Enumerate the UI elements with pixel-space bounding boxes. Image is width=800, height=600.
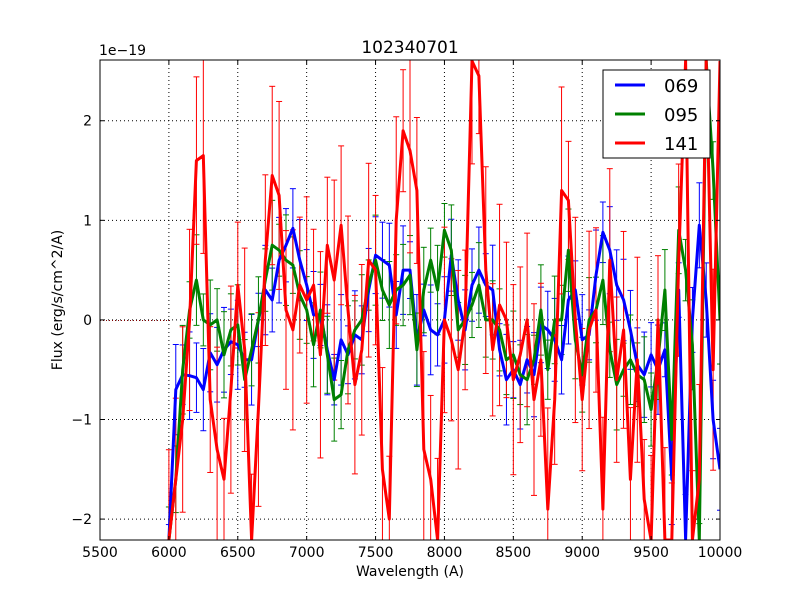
y-tick-label: 2 [83, 114, 92, 130]
x-tick-label: 10000 [698, 545, 743, 561]
series-lines [167, 60, 720, 540]
axis-ticks: 5500 6000 6500 7000 7500 8000 8500 9000 9500 1000… [71, 60, 742, 561]
x-axis-label: Wavelength (A) [356, 564, 464, 580]
x-tick-label: 6000 [151, 545, 187, 561]
x-tick-label: 9000 [564, 545, 600, 561]
y-tick-label: −2 [71, 512, 92, 528]
legend-label-069: 069 [664, 76, 698, 97]
y-offset-text: 1e−19 [99, 43, 146, 59]
x-tick-label: 7000 [289, 545, 325, 561]
x-tick-label: 7500 [358, 545, 394, 561]
legend-label-095: 095 [664, 105, 698, 126]
series-line-141 [167, 60, 720, 540]
x-tick-label: 6500 [220, 545, 256, 561]
y-tick-label: 1 [83, 213, 92, 229]
y-axis-label: Flux (erg/s/cm^2/A) [50, 230, 66, 370]
legend: 069 095 141 [602, 69, 711, 159]
plot-frame [99, 59, 721, 541]
series-line-095 [167, 60, 720, 540]
x-tick-label: 9500 [633, 545, 669, 561]
chart-title: 102340701 [361, 38, 458, 58]
legend-label-141: 141 [664, 134, 698, 155]
x-tick-label: 8000 [427, 545, 463, 561]
x-tick-label: 5500 [82, 545, 118, 561]
y-tick-label: 0 [83, 313, 92, 329]
x-tick-label: 8500 [496, 545, 532, 561]
y-tick-label: −1 [71, 413, 92, 429]
